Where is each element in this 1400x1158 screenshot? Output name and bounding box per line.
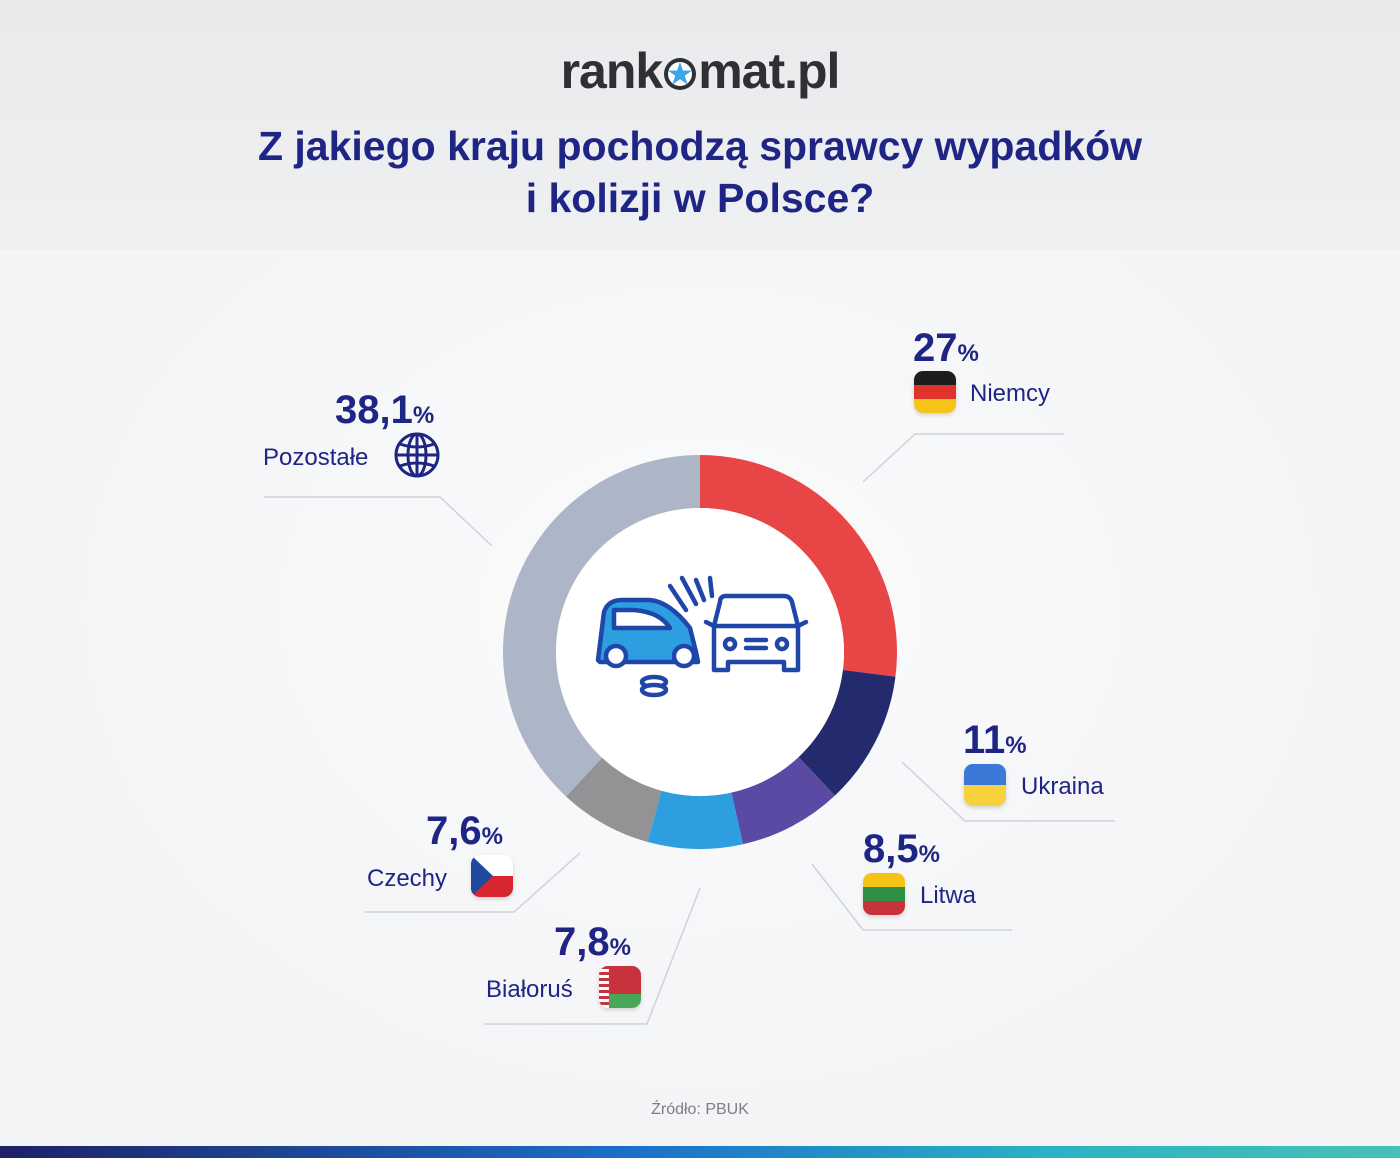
category-label-ukraina: Ukraina bbox=[1021, 773, 1104, 800]
category-label-litwa: Litwa bbox=[920, 882, 977, 909]
value-label-bialorus: 7,8% bbox=[554, 922, 631, 968]
star-logo-icon bbox=[664, 58, 697, 90]
leader-ukraina bbox=[901, 761, 1115, 822]
category-label-pozostale: Pozostałe bbox=[263, 444, 369, 471]
flag-ukraine-icon bbox=[964, 764, 1006, 806]
leader-litwa bbox=[811, 863, 1012, 931]
value-label-czechy: 7,6% bbox=[426, 811, 503, 857]
flag-lithuania-icon bbox=[863, 873, 905, 915]
leader-czechy bbox=[365, 852, 581, 913]
value-pozostale: 38,1 bbox=[335, 388, 413, 432]
slice-pozosta-e bbox=[502, 455, 700, 797]
unit-niemcy: % bbox=[957, 340, 979, 367]
flag-czechia-icon bbox=[471, 855, 513, 897]
value-czechy: 7,6 bbox=[426, 809, 482, 853]
slice-litwa bbox=[731, 756, 835, 845]
flag-belarus-icon bbox=[599, 966, 641, 1008]
category-label-niemcy: Niemcy bbox=[970, 380, 1051, 407]
unit-bialorus: % bbox=[609, 934, 631, 961]
value-label-pozostale: 38,1% bbox=[335, 390, 434, 436]
brand-logo: rank mat.pl bbox=[0, 42, 1400, 100]
source-note: Źródło: PBUK bbox=[651, 1101, 749, 1118]
value-niemcy: 27 bbox=[913, 326, 958, 370]
slice-czechy bbox=[566, 757, 662, 842]
slice-bia-oru- bbox=[647, 790, 743, 849]
category-label-czechy: Czechy bbox=[367, 865, 448, 892]
title-line-2: i kolizji w Polsce? bbox=[525, 175, 875, 221]
value-ukraina: 11 bbox=[963, 718, 1006, 762]
value-label-ukraina: 11% bbox=[963, 720, 1027, 766]
value-label-niemcy: 27% bbox=[913, 328, 979, 374]
header-band bbox=[0, 0, 1400, 250]
value-litwa: 8,5 bbox=[863, 827, 919, 871]
bottom-gradient-bar bbox=[0, 1146, 1400, 1158]
globe-icon bbox=[394, 432, 440, 478]
leader-pozostale bbox=[264, 496, 493, 547]
unit-ukraina: % bbox=[1005, 732, 1027, 759]
leader-bialorus bbox=[484, 887, 701, 1025]
donut-hole bbox=[556, 508, 844, 796]
title-line-1: Z jakiego kraju pochodzą sprawcy wypadkó… bbox=[257, 123, 1143, 169]
flag-germany-icon bbox=[914, 371, 956, 413]
brand-text-end: mat.pl bbox=[698, 43, 840, 99]
unit-czechy: % bbox=[481, 823, 503, 850]
category-label-bialorus: Białoruś bbox=[486, 976, 573, 1003]
slice-niemcy bbox=[700, 455, 897, 677]
leader-niemcy bbox=[862, 433, 1064, 483]
value-label-litwa: 8,5% bbox=[863, 829, 940, 875]
brand-text-start: rank bbox=[560, 43, 664, 99]
unit-litwa: % bbox=[918, 841, 940, 868]
chart-title: Z jakiego kraju pochodzą sprawcy wypadkó… bbox=[150, 120, 1250, 224]
car-crash-icon bbox=[595, 575, 809, 698]
slice-ukraina bbox=[798, 670, 896, 796]
value-bialorus: 7,8 bbox=[554, 920, 610, 964]
unit-pozostale: % bbox=[412, 402, 435, 429]
